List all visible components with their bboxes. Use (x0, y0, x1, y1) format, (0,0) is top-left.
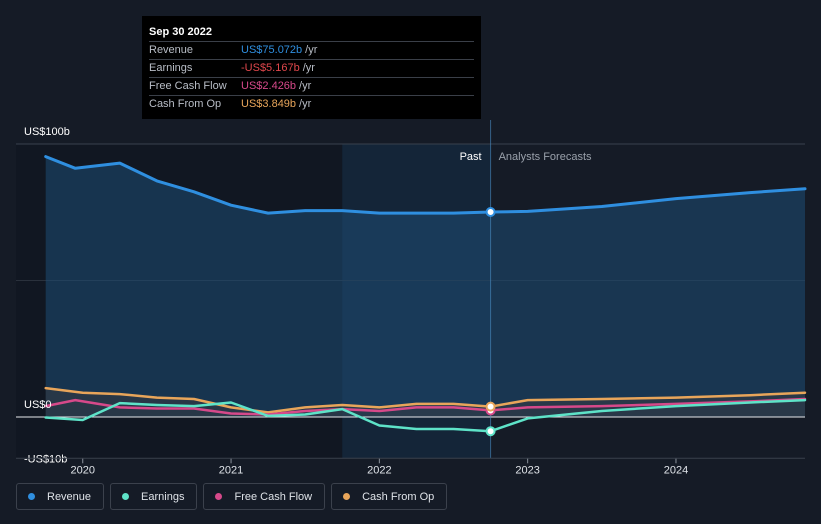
tooltip-value: US$2.426b (241, 80, 297, 92)
marker-cash-from-op (485, 401, 496, 412)
revenue-dot-icon (28, 493, 35, 500)
tooltip-date: Sep 30 2022 (149, 26, 212, 38)
x-tick-label: 2023 (515, 464, 539, 476)
revenue-area (45, 156, 805, 417)
series-line-earnings (44, 398, 807, 433)
legend-label: Cash From Op (362, 490, 435, 503)
tooltip-label: Cash From Op (149, 98, 222, 110)
tooltip-row-revenue: Revenue US$75.072b /yr (149, 41, 474, 59)
forecast-label: Analysts Forecasts (499, 151, 592, 163)
tooltip-unit: /yr (302, 62, 315, 74)
data-tooltip: Sep 30 2022 Revenue US$75.072b /yr Earni… (142, 16, 481, 119)
tooltip-value: US$3.849b (241, 98, 297, 110)
x-tick-label: 2021 (219, 464, 243, 476)
x-tick-label: 2022 (367, 464, 391, 476)
tooltip-value: -US$5.167b (241, 62, 300, 74)
y-axis-label: -US$10b (24, 453, 67, 465)
y-axis-label: US$100b (24, 126, 70, 138)
series-line-free-cash-flow (44, 397, 807, 416)
tooltip-row-earnings: Earnings -US$5.167b /yr (149, 59, 474, 77)
y-axis-label: US$0 (24, 399, 52, 411)
legend-label: Free Cash Flow (234, 490, 313, 503)
marker-revenue (485, 206, 496, 217)
series-line-cash-from-op (44, 386, 807, 414)
tooltip-unit: /yr (305, 44, 318, 56)
legend-label: Earnings (141, 490, 185, 503)
x-tick-label: 2020 (70, 464, 94, 476)
tooltip-row-free-cash-flow: Free Cash Flow US$2.426b /yr (149, 77, 474, 95)
tooltip-label: Revenue (149, 44, 194, 56)
past-label: Past (460, 151, 482, 163)
cash-from-op-dot-icon (343, 493, 351, 500)
tooltip-value: US$75.072b (241, 44, 303, 56)
chart-legend: Revenue Earnings Free Cash Flow Cash Fro… (16, 483, 448, 510)
tooltip-row-cash-from-op: Cash From Op US$3.849b /yr (149, 95, 474, 113)
legend-item-cash-from-op[interactable]: Cash From Op (331, 483, 448, 510)
legend-label: Revenue (47, 490, 92, 503)
tooltip-unit: /yr (299, 80, 312, 92)
legend-item-revenue[interactable]: Revenue (16, 483, 105, 510)
earnings-dot-icon (122, 493, 130, 500)
x-tick-label: 2024 (664, 464, 688, 476)
series-line-revenue (44, 155, 807, 215)
legend-item-free-cash-flow[interactable]: Free Cash Flow (203, 483, 326, 510)
free-cash-flow-dot-icon (215, 493, 223, 500)
tooltip-label: Free Cash Flow (149, 80, 227, 92)
legend-item-earnings[interactable]: Earnings (110, 483, 198, 510)
tooltip-unit: /yr (299, 98, 312, 110)
marker-earnings (485, 426, 496, 437)
tooltip-label: Earnings (149, 62, 193, 74)
